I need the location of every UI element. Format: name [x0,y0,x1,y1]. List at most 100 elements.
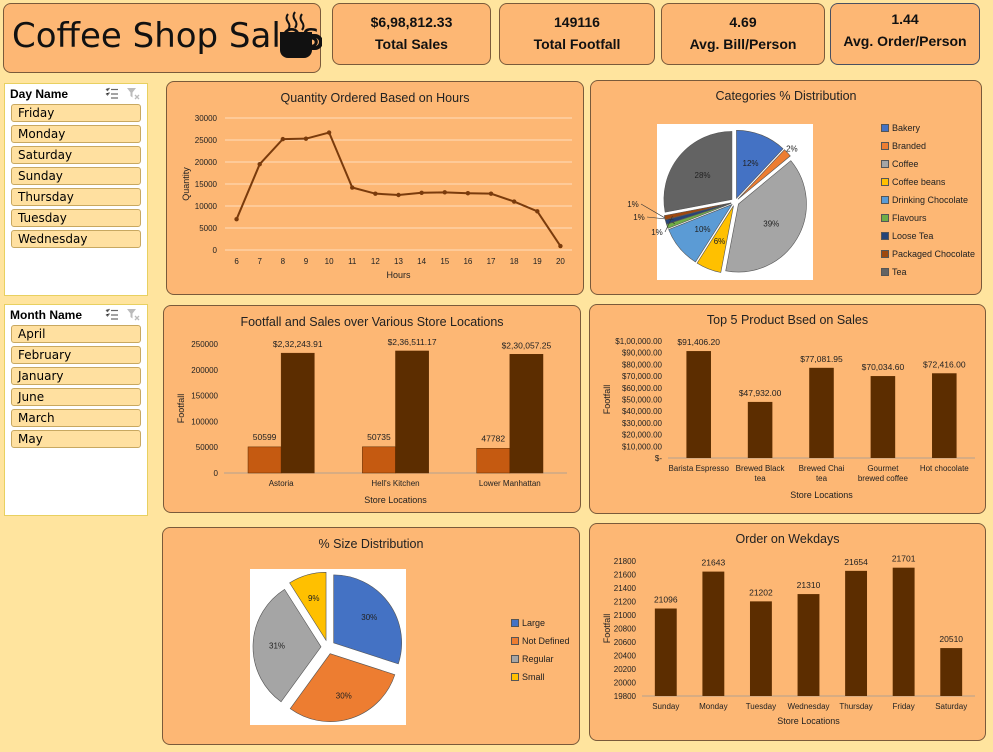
kpi-label: Avg. Order/Person [843,33,967,49]
slicer-item-june[interactable]: June [11,388,141,406]
bar [932,373,957,458]
x-tick-label: tea [755,474,767,483]
x-tick-label: 11 [348,257,357,266]
slicer-item-may[interactable]: May [11,430,141,448]
x-tick-label: Astoria [269,479,294,488]
products-bar-chart: $- $10,000.00 $20,000.00 $30,000.00 $40,000.… [602,337,975,500]
legend-item: Regular [511,650,570,668]
clear-filter-icon[interactable] [126,87,140,100]
slice-label: 6% [714,237,726,246]
hours-chart-panel: Quantity Ordered Based on Hours 0 5000 100… [166,81,584,295]
data-label: $2,36,511.17 [388,337,437,347]
y-tick-label: 25000 [195,136,218,145]
pie-slice-large [333,574,402,665]
x-tick-label: Thursday [839,702,872,711]
slicer-item-january[interactable]: January [11,367,141,385]
slice-label: 1% [633,213,645,222]
slicer-title: Month Name [10,308,82,322]
x-tick-label: 12 [371,257,380,266]
pie-slice-regular [252,588,322,703]
slicer-item-monday[interactable]: Monday [11,125,141,143]
stores-chart-panel: Footfall and Sales over Various Store Lo… [163,305,581,513]
slicer-item-saturday[interactable]: Saturday [11,146,141,164]
data-label: 21310 [797,580,821,590]
slicer-item-april[interactable]: April [11,325,141,343]
pie-slice-coffee [725,160,807,273]
data-label: $91,406.20 [677,337,720,347]
x-tick-label: Tuesday [746,702,776,711]
slicer-item-thursday[interactable]: Thursday [11,188,141,206]
slice-label: 1% [627,200,639,209]
data-point [303,136,309,141]
y-tick-label: 20000 [195,158,218,167]
bar [870,376,896,458]
clear-filter-icon[interactable] [126,308,140,321]
y-tick-label: $- [655,454,662,463]
legend-item: Small [511,668,570,686]
kpi-value: 149116 [554,14,600,30]
slicer-item-friday[interactable]: Friday [11,104,141,122]
x-tick-label: Saturday [935,702,967,711]
legend-label: Branded [892,141,927,151]
legend-swatch [511,619,519,627]
legend-item: Drinking Chocolate [881,191,975,209]
legend-item: Coffee beans [881,173,975,191]
data-point [373,191,378,196]
bar [747,401,773,458]
pie-slice-not-defined [289,653,396,722]
x-tick-label: 10 [325,257,334,266]
multi-select-icon[interactable] [105,308,119,321]
legend-label: Large [522,618,546,628]
data-label: $72,416.00 [923,359,966,369]
sizes-legend: Large Not Defined Regular Small [511,614,570,686]
legend-item: Branded [881,137,975,155]
chart-title: Order on Wekdays [735,532,840,546]
x-tick-label: Gourmet [867,464,899,473]
slice-label: 2% [786,145,798,154]
chart-title: Quantity Ordered Based on Hours [280,91,470,105]
y-tick-label: 5000 [199,224,217,233]
y-axis-label: Footfall [602,385,612,415]
slicer-items: Friday Monday Saturday Sunday Thursday Tuesda… [5,104,147,248]
pie-slice-coffee-beans [696,205,734,273]
legend-item: Flavours [881,209,975,227]
legend-label: Bakery [892,123,921,133]
x-tick-label: 17 [487,257,496,266]
slicer-items: April February January June March May [5,325,147,448]
y-tick-label: 10000 [195,202,218,211]
data-point [535,209,540,214]
slicer-item-march[interactable]: March [11,409,141,427]
bar [686,351,711,458]
kpi-label: Total Footfall [533,36,621,52]
slicer-item-february[interactable]: February [11,346,141,364]
kpi-label: Total Sales [375,36,448,52]
slicer-item-sunday[interactable]: Sunday [11,167,141,185]
slice-label: 30% [336,692,352,701]
y-tick-label: 20000 [614,679,637,688]
x-tick-label: Lower Manhattan [479,479,541,488]
legend-label: Not Defined [522,636,570,646]
chart-title: % Size Distribution [318,537,424,551]
slicer-item-wednesday[interactable]: Wednesday [11,230,141,248]
month-name-slicer: Month Name April February January June March… [4,304,148,516]
slice-label: 28% [695,171,711,180]
x-tick-label: 19 [533,257,542,266]
bar [280,352,315,474]
quantity-series-line [235,131,562,247]
sizes-chart-panel: % Size Distribution 30% 30% 31% 9% Large Not… [162,527,580,745]
data-label: $47,932.00 [739,388,782,398]
legend-label: Regular [522,654,554,664]
y-tick-label: 150000 [191,392,218,401]
kpi-value: 4.69 [729,14,757,30]
multi-select-icon[interactable] [105,87,119,100]
slicer-item-tuesday[interactable]: Tuesday [11,209,141,227]
x-tick-label: 16 [463,257,472,266]
legend-item: Bakery [881,119,975,137]
data-label: 50735 [367,432,391,442]
x-tick-label: Hell's Kitchen [371,479,419,488]
y-tick-label: 21600 [614,571,637,580]
slice-label: 39% [763,219,779,228]
pie-slice-tea [663,131,733,213]
bar [476,448,511,474]
weekdays-bar-chart: 19800 20000 20200 20400 20600 20800 21000 21200… [602,554,975,726]
